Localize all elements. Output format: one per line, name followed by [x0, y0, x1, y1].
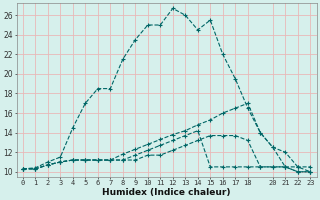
X-axis label: Humidex (Indice chaleur): Humidex (Indice chaleur) — [102, 188, 231, 197]
